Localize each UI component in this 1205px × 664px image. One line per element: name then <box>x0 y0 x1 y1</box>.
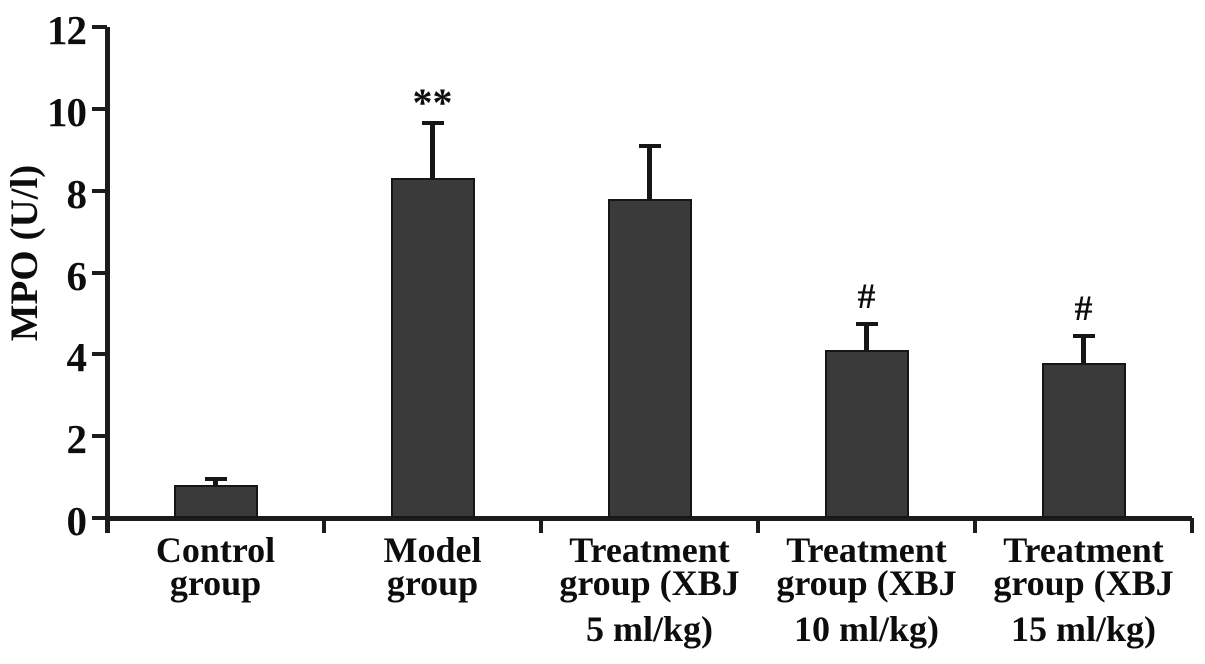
x-tick-label-treatment-group-xbj-15-ml-kg: Treatment group (XBJ 15 ml/kg) <box>953 530 1205 649</box>
y-tick-mark <box>92 434 107 439</box>
x-tick-mark <box>1189 518 1194 533</box>
x-tick-label-treatment-group-xbj-5-ml-kg: Treatment group (XBJ 5 ml/kg) <box>519 530 780 649</box>
y-tick-mark <box>92 352 107 357</box>
x-axis-line <box>107 516 1192 521</box>
x-tick-label-line: Treatment <box>1003 530 1164 570</box>
error-bar-cap-treatment-group-xbj-10-ml-kg <box>855 321 878 326</box>
bar-treatment-group-xbj-5-ml-kg <box>607 198 692 518</box>
x-tick-label-line: Control <box>155 530 276 570</box>
x-tick-mark <box>755 518 760 533</box>
significance-annotation-treatment-group-xbj-15-ml-kg: # <box>1074 287 1093 328</box>
bar-treatment-group-xbj-10-ml-kg <box>824 350 909 518</box>
x-tick-label-line: 15 ml/kg) <box>1010 609 1156 649</box>
error-bar-cap-treatment-group-xbj-15-ml-kg <box>1072 333 1095 338</box>
y-tick-mark <box>92 25 107 29</box>
x-tick-mark <box>538 518 543 533</box>
y-tick-mark <box>92 188 107 193</box>
bar-model-group <box>390 178 475 518</box>
y-tick-mark <box>92 270 107 275</box>
x-tick-label-line: group (XBJ <box>776 563 957 603</box>
x-tick-label-line: group (XBJ <box>993 563 1174 603</box>
x-tick-label-line: group (XBJ <box>559 563 740 603</box>
x-tick-mark <box>972 518 977 533</box>
x-tick-label-treatment-group-xbj-10-ml-kg: Treatment group (XBJ 10 ml/kg) <box>736 530 997 649</box>
x-tick-label-line: 5 ml/kg) <box>585 609 713 649</box>
y-tick-label: 0 <box>66 498 88 544</box>
x-tick-label-line: Treatment <box>569 530 730 570</box>
y-tick-label: 4 <box>66 334 88 381</box>
error-bar-treatment-group-xbj-15-ml-kg <box>1081 333 1086 363</box>
x-tick-label-line: 10 ml/kg) <box>793 609 939 649</box>
error-bar-cap-control-group <box>204 477 227 482</box>
bar-treatment-group-xbj-15-ml-kg <box>1041 362 1126 518</box>
x-tick-label-line: Treatment <box>786 530 947 570</box>
bar-control-group <box>173 485 258 518</box>
x-tick-label-control-group: Control group <box>85 530 346 603</box>
error-bar-treatment-group-xbj-10-ml-kg <box>864 321 869 351</box>
x-tick-label-model-group: Model group <box>302 530 563 603</box>
x-tick-mark <box>321 518 326 533</box>
error-bar-cap-treatment-group-xbj-5-ml-kg <box>638 143 661 148</box>
significance-annotation-treatment-group-xbj-10-ml-kg: # <box>857 275 876 316</box>
error-bar-model-group <box>430 121 435 179</box>
y-tick-label: 6 <box>66 252 88 299</box>
y-tick-label: 2 <box>66 416 88 463</box>
error-bar-treatment-group-xbj-5-ml-kg <box>647 143 652 199</box>
y-axis-line <box>105 27 110 533</box>
y-tick-mark <box>92 516 107 520</box>
significance-annotation-model-group: ** <box>412 80 453 126</box>
x-tick-label-line: group <box>169 563 262 603</box>
y-tick-label: 12 <box>47 7 87 53</box>
y-tick-label: 8 <box>66 170 88 217</box>
x-tick-label-line: Model <box>383 530 482 570</box>
error-bar-cap-model-group <box>421 121 444 126</box>
y-tick-label: 10 <box>47 88 87 135</box>
x-tick-label-line: group <box>386 563 479 603</box>
y-tick-mark <box>92 106 107 111</box>
error-bar-control-group <box>213 477 218 486</box>
